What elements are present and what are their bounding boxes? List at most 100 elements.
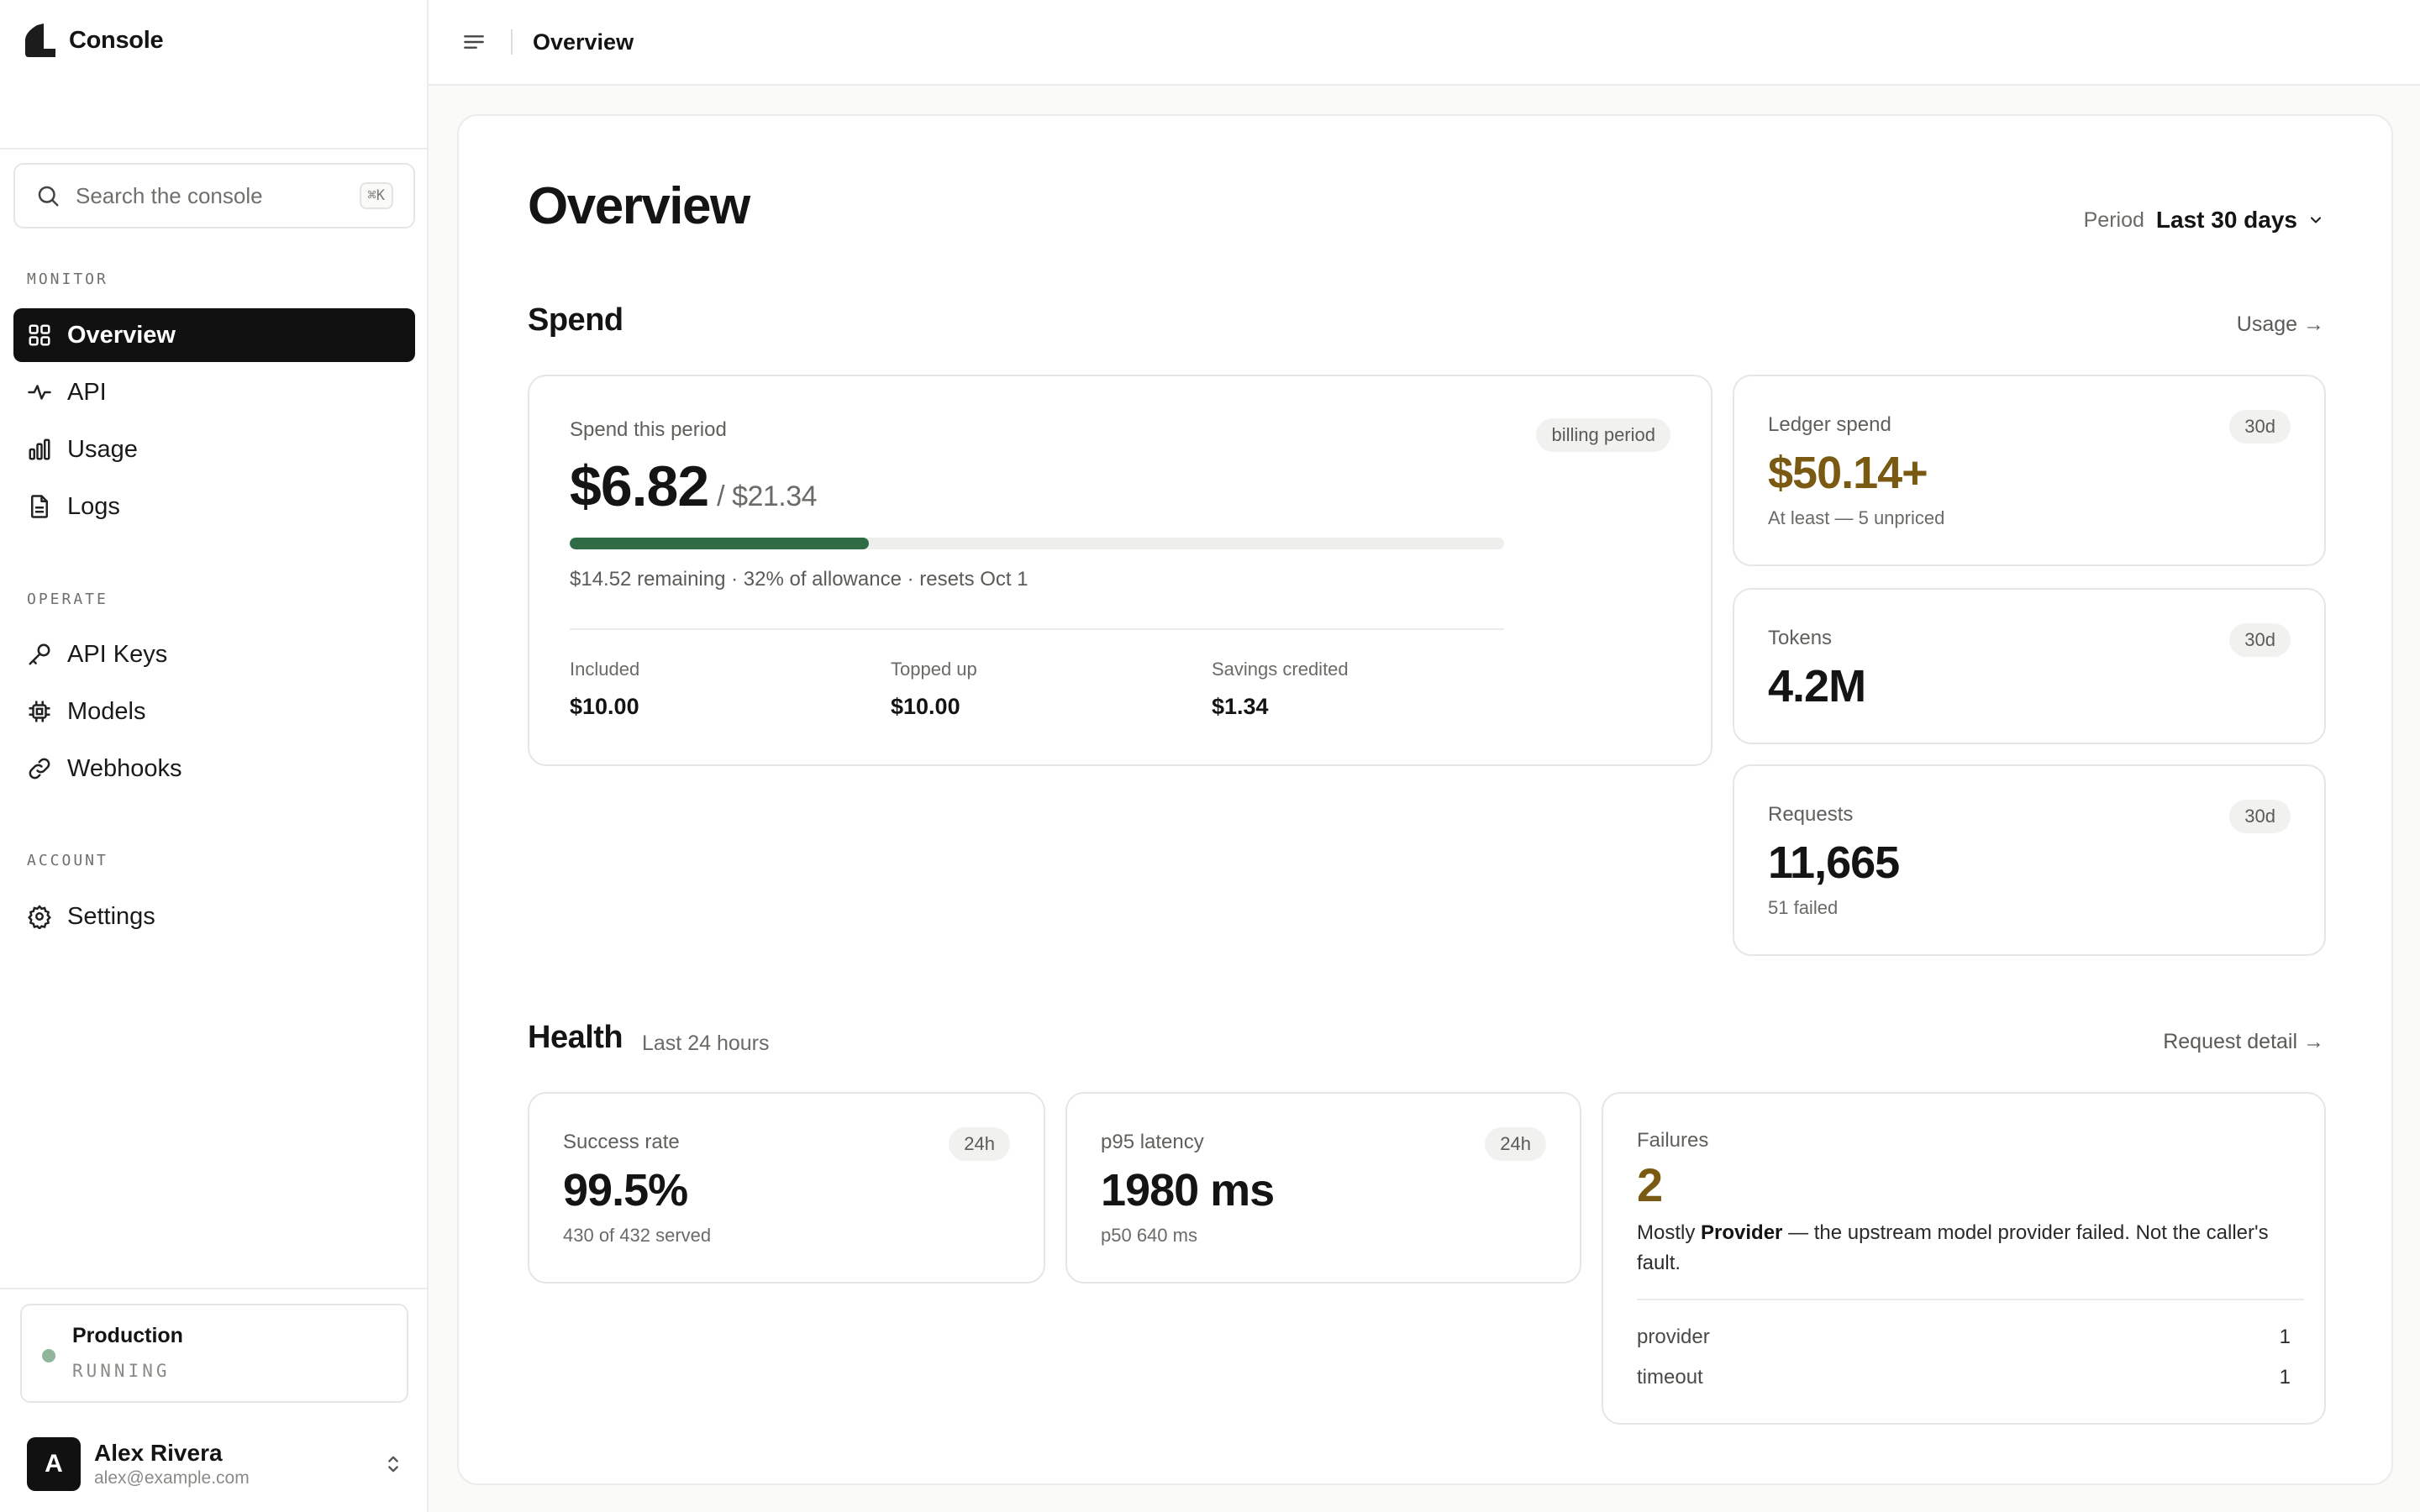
grid-icon [29, 324, 50, 346]
request-detail-link[interactable]: Request detail → [2163, 1030, 2324, 1053]
success-rate-value: 99.5% [563, 1165, 688, 1215]
success-rate-card: Success rate 24h 99.5% 430 of 432 served [528, 1092, 1045, 1284]
ledger-spend-value: $50.14+ [1768, 448, 1928, 498]
sidebar-item-label: API Keys [67, 640, 168, 668]
spend-summary: $14.52 remaining · 32% of allowance · re… [570, 568, 1028, 591]
requests-period-badge: 30d [2229, 800, 2291, 833]
environment-name: Production [72, 1324, 183, 1347]
sidebar-divider [0, 148, 427, 150]
sidebar-item-overview[interactable]: Overview [13, 308, 415, 362]
breadcrumb: Overview [533, 29, 634, 55]
sidebar-item-label: Usage [67, 435, 138, 463]
latency-value: 1980 ms [1101, 1165, 1275, 1215]
sidebar-item-settings[interactable]: Settings [13, 890, 415, 943]
search-input[interactable] [76, 182, 360, 209]
period-value: Last 30 days [2155, 207, 2297, 233]
requests-failed-note: 51 failed [1768, 897, 1839, 918]
failures-description: Mostly Provider — the upstream model pro… [1637, 1218, 2304, 1278]
failures-card: Failures 2 Mostly Provider — the upstrea… [1602, 1092, 2326, 1425]
sidebar-item-models[interactable]: Models [13, 685, 415, 738]
spend-section-title: Spend [528, 302, 623, 338]
billing-period-badge: billing period [1536, 418, 1670, 452]
health-section-title: Health [528, 1020, 623, 1055]
failures-value: 2 [1637, 1158, 1663, 1211]
sidebar-item-usage[interactable]: Usage [13, 423, 415, 476]
tokens-label: Tokens [1768, 627, 1833, 649]
search-box[interactable]: ⌘K [13, 163, 415, 228]
spend-progress-bar [570, 538, 1504, 549]
link-icon [29, 758, 50, 780]
menu-icon[interactable] [460, 29, 487, 55]
sidebar-item-api-keys[interactable]: API Keys [13, 627, 415, 681]
spend-total: / $21.34 [717, 480, 818, 512]
sidebar-item-label: Webhooks [67, 754, 182, 782]
tokens-value: 4.2M [1768, 661, 1866, 711]
activity-icon [28, 385, 51, 400]
search-icon [38, 186, 59, 207]
topbar-divider [511, 29, 513, 55]
sidebar-item-label: API [67, 378, 107, 406]
spend-progress-fill [570, 538, 869, 549]
usage-link[interactable]: Usage → [2236, 312, 2324, 336]
failures-desc-rest: — the upstream model provider failed. No… [1637, 1221, 2269, 1274]
failures-label: Failures [1637, 1129, 1709, 1152]
ledger-spend-label: Ledger spend [1768, 413, 1891, 436]
sidebar-item-label: Overview [67, 321, 176, 349]
environment-status-dot [42, 1349, 55, 1362]
search-shortcut-hint: ⌘K [359, 182, 393, 209]
sidebar: Console ⌘K MONITOR Overview API Usage Lo… [0, 0, 429, 1512]
user-menu[interactable]: A Alex Rivera alex@example.com [27, 1436, 405, 1492]
period-selector[interactable]: Period Last 30 days [2084, 207, 2324, 234]
chip-icon [29, 701, 50, 722]
sidebar-item-webhooks[interactable]: Webhooks [13, 742, 415, 795]
app-name: Console [69, 26, 164, 54]
avatar: A [27, 1437, 81, 1491]
sidebar-item-api[interactable]: API [13, 365, 415, 419]
included-value: $10.00 [570, 694, 639, 719]
failure-row-name: provider [1637, 1326, 1710, 1348]
savings-credited-value: $1.34 [1212, 694, 1269, 719]
gear-icon [28, 905, 51, 929]
bar-chart-icon [29, 438, 50, 460]
period-label: Period [2083, 207, 2144, 232]
failures-divider [1637, 1299, 2304, 1300]
spend-divider [570, 628, 1504, 630]
success-rate-note: 430 of 432 served [563, 1225, 712, 1246]
failures-desc-strong: Provider [1701, 1221, 1783, 1244]
spend-period-card: Spend this period billing period $6.82 /… [528, 375, 1712, 766]
topbar: Overview [429, 0, 2420, 86]
nav-heading-operate: OPERATE [27, 591, 108, 608]
sidebar-item-logs[interactable]: Logs [13, 480, 415, 533]
latency-label: p95 latency [1101, 1131, 1204, 1153]
sidebar-divider [0, 1288, 427, 1289]
environment-card[interactable]: Production RUNNING [20, 1304, 408, 1403]
latency-badge: 24h [1485, 1127, 1546, 1161]
latency-card: p95 latency 24h 1980 ms p50 640 ms [1065, 1092, 1581, 1284]
chevron-down-icon [2310, 217, 2322, 223]
latency-p50-note: p50 640 ms [1101, 1225, 1197, 1246]
requests-value: 11,665 [1768, 837, 1900, 888]
environment-status: RUNNING [72, 1361, 171, 1381]
key-icon [29, 643, 50, 665]
brand[interactable]: Console [25, 24, 164, 57]
topped-up-value: $10.00 [891, 694, 960, 719]
console-logo-icon [25, 24, 55, 57]
tokens-card: Tokens 30d 4.2M [1733, 588, 2326, 744]
success-rate-label: Success rate [563, 1131, 680, 1153]
spend-period-label: Spend this period [570, 418, 727, 441]
ledger-period-badge: 30d [2229, 410, 2291, 444]
nav-heading-monitor: MONITOR [27, 270, 108, 288]
period-dropdown[interactable]: Last 30 days [2156, 207, 2324, 234]
chevron-up-down-icon[interactable] [381, 1452, 405, 1476]
ledger-spend-note: At least — 5 unpriced [1768, 507, 1945, 528]
nav-heading-account: ACCOUNT [27, 852, 108, 869]
requests-label: Requests [1768, 803, 1854, 826]
requests-card: Requests 30d 11,665 51 failed [1733, 764, 2326, 956]
health-subtitle: Last 24 hours [642, 1032, 770, 1055]
sidebar-item-label: Models [67, 697, 146, 725]
savings-credited-label: Savings credited [1212, 659, 1349, 680]
sidebar-item-label: Logs [67, 492, 120, 520]
failure-row-count: 1 [2279, 1366, 2291, 1389]
failure-row-name: timeout [1637, 1366, 1703, 1389]
user-email: alex@example.com [94, 1468, 250, 1488]
